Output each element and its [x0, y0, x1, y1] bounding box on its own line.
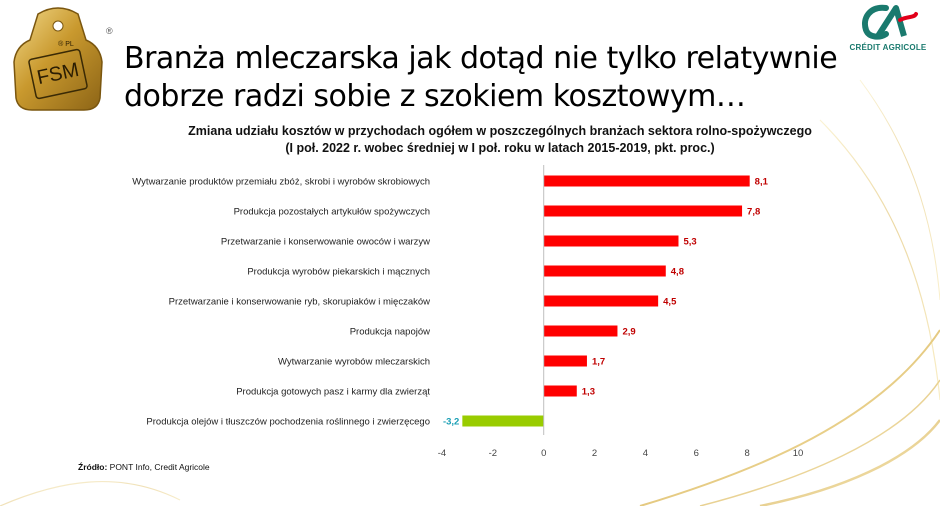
category-label: Produkcja wyrobów piekarskich i mącznych	[247, 267, 430, 278]
data-label: 8,1	[755, 177, 769, 188]
data-label: 2,9	[622, 327, 635, 338]
data-label: -3,2	[443, 417, 459, 428]
fsm-logo: FSM ® PL	[13, 7, 103, 111]
data-label: 1,3	[582, 387, 595, 398]
x-tick-label: 4	[643, 448, 648, 459]
category-label: Przetwarzanie i konserwowanie ryb, skoru…	[169, 297, 430, 308]
credit-agricole-icon	[862, 4, 918, 40]
bar	[543, 265, 666, 277]
data-label: 7,8	[747, 207, 760, 218]
data-label: 5,3	[683, 237, 696, 248]
registered-mark: ®	[106, 26, 113, 36]
source-note: Źródło: PONT Info, Credit Agricole	[78, 462, 210, 472]
chart-subtitle: (I poł. 2022 r. wobec średniej w I poł. …	[285, 141, 715, 155]
bar	[543, 385, 577, 397]
category-label: Produkcja napojów	[350, 327, 430, 338]
x-tick-label: 6	[694, 448, 699, 459]
category-label: Produkcja gotowych pasz i karmy dla zwie…	[236, 387, 430, 398]
page-title: Branża mleczarska jak dotąd nie tylko re…	[124, 41, 838, 114]
brand-name: CRÉDIT AGRICOLE	[849, 43, 927, 52]
data-label: 4,8	[671, 267, 684, 278]
category-label: Produkcja olejów i tłuszczów pochodzenia…	[146, 417, 430, 428]
bar	[543, 295, 659, 307]
category-label: Wytwarzanie wyrobów mleczarskich	[278, 357, 430, 368]
x-tick-label: 10	[793, 448, 804, 459]
x-tick-label: 0	[541, 448, 546, 459]
fsm-logo-small-text: ® PL	[58, 40, 74, 48]
bar	[543, 325, 618, 337]
source-label: Źródło:	[78, 462, 108, 472]
x-tick-label: -4	[438, 448, 446, 459]
x-tick-label: -2	[489, 448, 497, 459]
x-tick-label: 8	[744, 448, 749, 459]
source-text: PONT Info, Credit Agricole	[109, 462, 210, 472]
bar	[543, 205, 743, 217]
x-tick-label: 2	[592, 448, 597, 459]
chart-title: Zmiana udziału kosztów w przychodach ogó…	[188, 124, 812, 138]
data-label: 1,7	[592, 357, 605, 368]
bar	[462, 415, 544, 427]
bar	[543, 175, 750, 187]
credit-agricole-logo: CRÉDIT AGRICOLE	[842, 4, 934, 52]
bar	[543, 355, 587, 367]
bar	[543, 235, 679, 247]
category-label: Wytwarzanie produktów przemiału zbóż, sk…	[132, 177, 430, 188]
data-label: 4,5	[663, 297, 677, 308]
category-label: Produkcja pozostałych artykułów spożywcz…	[234, 207, 430, 218]
category-label: Przetwarzanie i konserwowanie owoców i w…	[221, 237, 430, 248]
